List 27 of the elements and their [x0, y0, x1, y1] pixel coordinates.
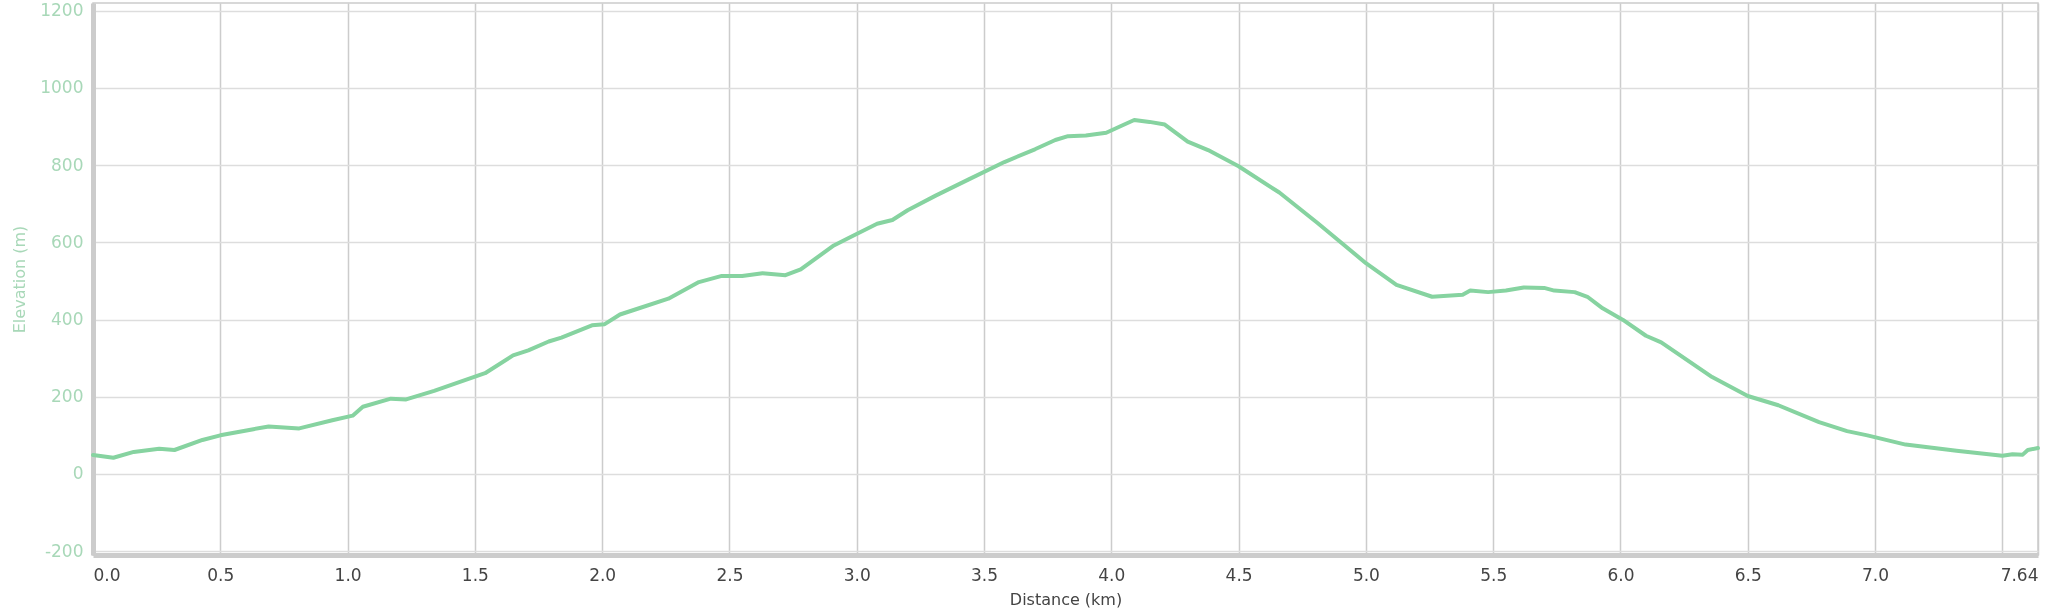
x-tick-label: 4.5	[1225, 564, 1253, 585]
x-tick-label: 1.5	[461, 564, 489, 585]
x-tick-label: 4.0	[1098, 564, 1126, 585]
x-tick-label: 3.0	[843, 564, 871, 585]
x-tick-label: 2.0	[589, 564, 617, 585]
x-tick-label: 5.0	[1352, 564, 1380, 585]
x-tick-label: 2.5	[716, 564, 744, 585]
x-axis-title: Distance (km)	[1009, 589, 1123, 609]
y-axis-title: Elevation (m)	[10, 225, 30, 334]
y-tick-label: 1000	[40, 77, 84, 98]
x-tick-label: 1.0	[334, 564, 362, 585]
y-tick-label: -200	[44, 540, 84, 561]
line-series	[91, 117, 2040, 460]
x-tick-label: 7.0	[1862, 564, 1890, 585]
y-tick-label: 1200	[40, 0, 84, 21]
x-tick-label: 5.5	[1480, 564, 1508, 585]
y-tick-label: 600	[51, 231, 84, 252]
y-tick-label: 400	[51, 309, 84, 330]
x-tick-label: 0.5	[207, 564, 235, 585]
y-tick-label: 0	[72, 463, 84, 484]
x-tick-label: 0.0	[93, 564, 121, 585]
y-tick-label: 200	[51, 386, 84, 407]
x-tick-label: 3.5	[971, 564, 999, 585]
y-tick-label: 800	[51, 154, 84, 175]
x-tick-label: 6.0	[1607, 564, 1635, 585]
x-tick-label: 6.5	[1734, 564, 1762, 585]
x-tick-label: 7.64	[2000, 564, 2039, 585]
